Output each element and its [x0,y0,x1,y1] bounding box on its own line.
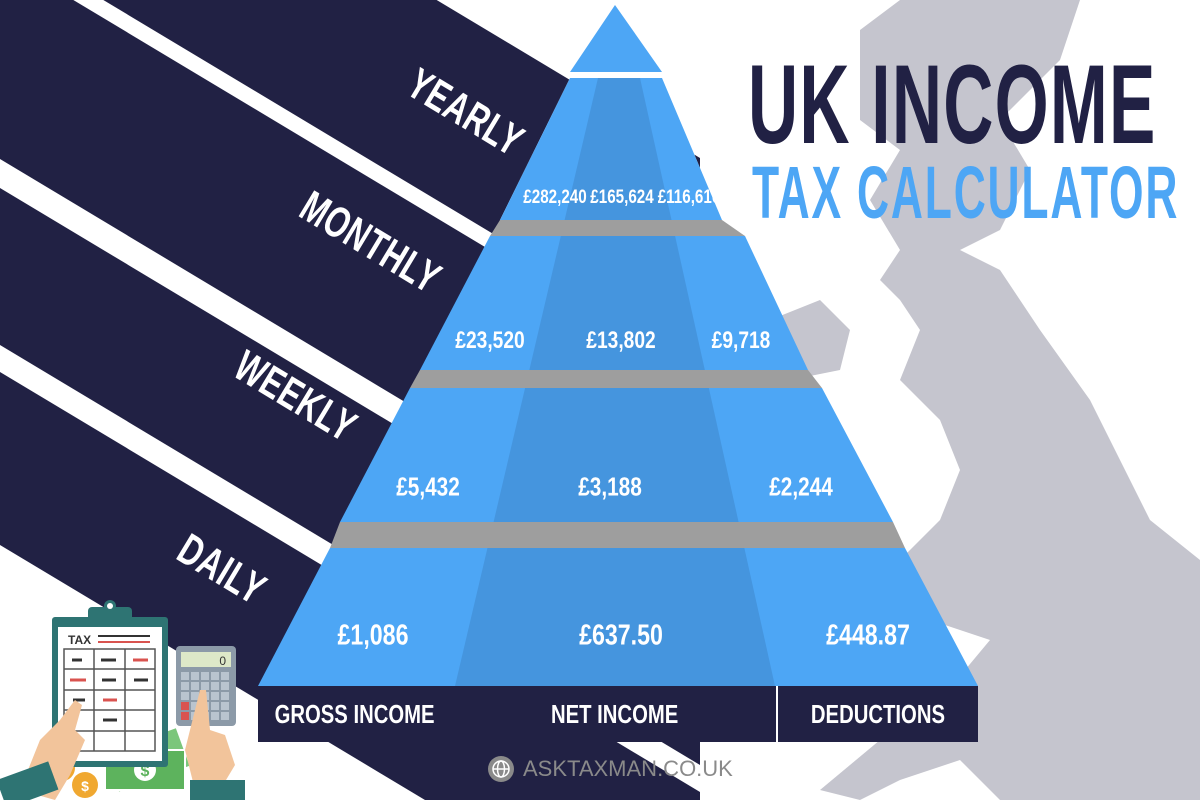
title-line-2: TAX CALCULATOR [752,151,1180,234]
svg-text:$: $ [81,778,89,794]
weekly-gross: £5,432 [396,471,460,502]
pyramid-apex [570,5,662,72]
yearly-net: £165,624 [590,187,654,208]
calculator-key [191,682,199,690]
hands [0,690,245,800]
clipboard: TAX [52,600,168,767]
tier-separator [490,220,745,236]
calculator-key [221,712,229,720]
daily-net: £637.50 [579,619,663,652]
net-income-section [529,236,705,370]
column-label: DEDUCTIONS [810,698,946,729]
website-link[interactable]: ASKTAXMAN.CO.UK [487,755,733,783]
yearly-deductions: £116,616 [657,187,721,208]
calculator-key [211,702,219,710]
calculator-key [201,682,209,690]
calculator-key [181,692,189,700]
calculator-key [181,682,189,690]
calculator-key [221,672,229,680]
calculator-key [191,672,199,680]
calculator: 0 [176,646,236,726]
calculator-key [211,712,219,720]
net-income-section [455,548,775,686]
calculator-key [181,702,189,710]
monthly-net: £13,802 [586,327,656,354]
calculator-key [191,702,199,710]
calculator-key [191,692,199,700]
calculator-key [211,672,219,680]
svg-text:$: $ [141,763,150,780]
tier-separator [330,522,905,548]
column-label: GROSS INCOME [275,698,436,729]
yearly-gross: £282,240 [523,187,587,208]
weekly-net: £3,188 [578,471,642,502]
daily-gross: £1,086 [337,619,409,652]
column-gross-income: GROSS INCOME [258,686,452,742]
calculator-key [211,682,219,690]
calculator-key [201,672,209,680]
calculator-key [181,712,189,720]
monthly-deductions: £9,718 [711,327,771,354]
globe-icon [488,756,514,782]
column-net-income: NET INCOME [454,686,776,742]
weekly-deductions: £2,244 [769,471,833,502]
band-yearly [103,0,700,358]
net-income-section [493,388,739,522]
uk-map [820,0,1200,800]
net-income-section [564,78,672,220]
calculator-key [221,702,229,710]
calculator-key [221,682,229,690]
monthly-gross: £23,520 [455,327,525,354]
calculator-key [221,692,229,700]
calculator-key [181,672,189,680]
clipboard-label: TAX [68,633,91,647]
tax-illustration: $ $ $ $ TAX 0 [0,600,245,800]
website-text: ASKTAXMAN.CO.UK [523,756,733,781]
calculator-display: 0 [219,654,226,668]
tier-separator [410,370,822,388]
daily-deductions: £448.87 [826,619,910,652]
calculator-key [211,692,219,700]
title-line-1: UK INCOME [748,42,1157,167]
column-label: NET INCOME [551,698,679,729]
column-deductions: DEDUCTIONS [778,686,978,742]
